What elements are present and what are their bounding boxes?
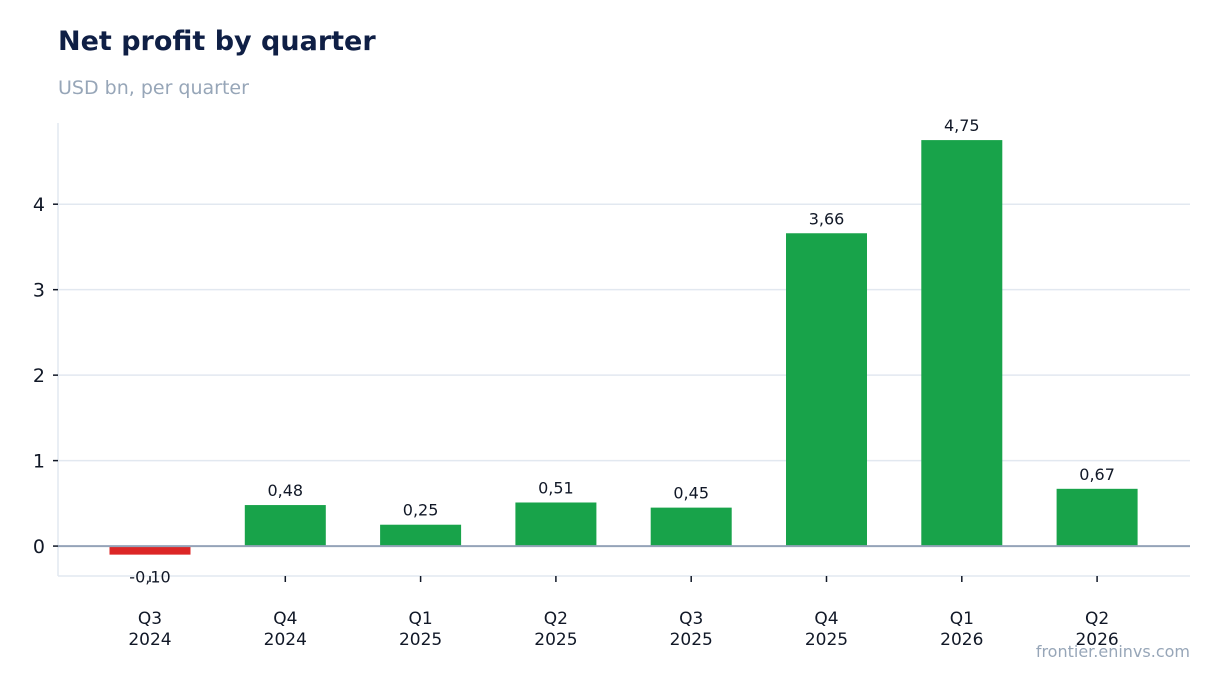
- x-tick-label-year: 2025: [534, 630, 577, 650]
- x-tick-label-quarter: Q4: [273, 609, 297, 629]
- bar: [244, 505, 326, 547]
- x-tick-label-quarter: Q2: [1085, 609, 1109, 629]
- data-label: 0,25: [403, 501, 439, 520]
- bar: [786, 233, 867, 547]
- data-label: 0,48: [267, 481, 303, 500]
- chart-subtitle: USD bn, per quarter: [58, 77, 249, 99]
- x-tick-label-quarter: Q4: [814, 609, 838, 629]
- x-tick-label-quarter: Q2: [544, 609, 568, 629]
- bar: [921, 140, 1003, 547]
- data-label: 0,51: [538, 478, 574, 497]
- x-tick-label-year: 2026: [1075, 630, 1118, 650]
- data-label: 4,75: [944, 116, 980, 135]
- y-tick-label: 3: [33, 280, 45, 302]
- y-tick-label: 4: [33, 194, 45, 216]
- data-label: 3,66: [809, 209, 845, 228]
- x-tick-label-quarter: Q1: [950, 609, 974, 629]
- bar: [650, 507, 732, 547]
- x-tick-label-year: 2025: [670, 630, 713, 650]
- x-tick-label-quarter: Q3: [679, 609, 703, 629]
- x-tick-label-year: 2026: [940, 630, 983, 650]
- source-credit: frontier.eninvs.com: [1035, 642, 1190, 661]
- y-tick-label: 1: [33, 451, 45, 473]
- bar: [109, 546, 191, 555]
- x-tick-label-year: 2024: [264, 630, 307, 650]
- y-tick-label: 2: [33, 365, 45, 387]
- bar: [515, 502, 597, 547]
- data-label: -0,10: [129, 568, 170, 587]
- x-tick-label-year: 2024: [128, 630, 171, 650]
- y-tick-label: 0: [33, 536, 45, 558]
- x-tick-label-quarter: Q3: [138, 609, 162, 629]
- x-tick-label-year: 2025: [399, 630, 442, 650]
- chart-title: Net profit by quarter: [58, 26, 376, 57]
- data-label: 0,67: [1079, 465, 1115, 484]
- bar: [1056, 488, 1138, 547]
- x-tick-label-quarter: Q1: [408, 609, 432, 629]
- x-tick-label-year: 2025: [805, 630, 848, 650]
- data-label: 0,45: [673, 484, 709, 503]
- bar: [380, 524, 462, 547]
